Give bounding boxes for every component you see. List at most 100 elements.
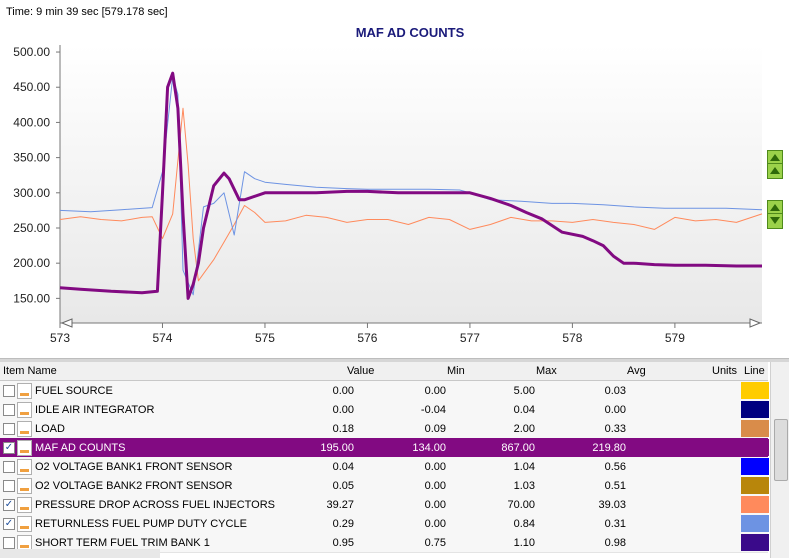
table-row[interactable]: O2 VOLTAGE BANK1 FRONT SENSOR 0.04 0.00 1.0…	[0, 457, 769, 477]
y-tick-label: 500.00	[13, 45, 50, 59]
row-checkbox[interactable]	[3, 404, 15, 416]
line-color-swatch[interactable]	[741, 515, 769, 532]
item-value: 39.27	[326, 499, 354, 511]
item-max: 1.04	[513, 461, 535, 473]
bottom-toolbar	[0, 549, 160, 558]
splitter[interactable]	[0, 358, 789, 363]
item-avg: 0.51	[604, 480, 626, 492]
line-color-swatch[interactable]	[741, 420, 769, 437]
line-color-swatch[interactable]	[741, 496, 769, 513]
row-checkbox[interactable]: ✓	[3, 518, 15, 530]
document-icon	[17, 459, 32, 475]
item-name: IDLE AIR INTEGRATOR	[35, 404, 155, 416]
document-icon	[17, 421, 32, 437]
item-min: 0.00	[424, 461, 446, 473]
scrollbar-thumb[interactable]	[774, 419, 788, 481]
document-icon	[17, 535, 32, 551]
x-tick-label: 573	[50, 331, 70, 345]
row-checkbox[interactable]: ✓	[3, 499, 15, 511]
item-avg: 0.33	[604, 423, 626, 435]
item-value: 0.18	[332, 423, 354, 435]
x-tick-label: 574	[152, 331, 172, 345]
document-icon	[17, 478, 32, 494]
header-item-name[interactable]: Item Name	[3, 365, 57, 377]
item-value: 0.04	[332, 461, 354, 473]
pan-up-icon[interactable]	[767, 163, 783, 179]
scroll-right-icon[interactable]	[749, 318, 762, 328]
document-icon	[17, 440, 32, 456]
table-row[interactable]: IDLE AIR INTEGRATOR 0.00 -0.04 0.04 0.00	[0, 400, 769, 420]
time-readout: Time: 9 min 39 sec [579.178 sec]	[6, 6, 168, 18]
x-tick-label: 575	[255, 331, 275, 345]
line-color-swatch[interactable]	[741, 439, 769, 456]
table-row[interactable]: FUEL SOURCE 0.00 0.00 5.00 0.03	[0, 381, 769, 401]
row-checkbox[interactable]	[3, 480, 15, 492]
header-avg[interactable]: Avg	[627, 365, 646, 377]
item-value: 0.95	[332, 537, 354, 549]
item-avg: 0.00	[604, 404, 626, 416]
line-color-swatch[interactable]	[741, 534, 769, 551]
item-min: 0.00	[424, 499, 446, 511]
y-tick-label: 250.00	[13, 221, 50, 235]
item-min: 0.00	[424, 480, 446, 492]
header-value[interactable]: Value	[347, 365, 375, 377]
row-checkbox[interactable]	[3, 461, 15, 473]
item-min: 0.75	[424, 537, 446, 549]
item-max: 0.84	[513, 518, 535, 530]
line-color-swatch[interactable]	[741, 382, 769, 399]
table-row[interactable]: ✓ MAF AD COUNTS 195.00 134.00 867.00 219.80	[0, 438, 769, 458]
x-tick-label: 577	[460, 331, 480, 345]
item-max: 1.10	[513, 537, 535, 549]
item-max: 70.00	[507, 499, 535, 511]
row-checkbox[interactable]	[3, 423, 15, 435]
y-tick-label: 300.00	[13, 186, 50, 200]
document-icon	[17, 402, 32, 418]
header-max[interactable]: Max	[536, 365, 557, 377]
vertical-scrollbar[interactable]	[770, 362, 789, 558]
plot-area	[60, 45, 762, 323]
header-line[interactable]: Line	[744, 365, 765, 377]
item-avg: 0.56	[604, 461, 626, 473]
pan-down-icon[interactable]	[767, 213, 783, 229]
item-min: -0.04	[420, 404, 446, 416]
data-grid: Item Name Value Min Max Avg Units Line F…	[0, 362, 789, 558]
line-color-swatch[interactable]	[741, 458, 769, 475]
y-tick-label: 400.00	[13, 115, 50, 129]
header-min[interactable]: Min	[447, 365, 465, 377]
item-avg: 0.98	[604, 537, 626, 549]
chart[interactable]: MAF AD COUNTS 500.00 450.00 400.00 350.00 30…	[0, 0, 789, 358]
scroll-left-icon[interactable]	[60, 318, 73, 328]
table-row[interactable]: ✓ RETURNLESS FUEL PUMP DUTY CYCLE 0.29 0.00…	[0, 514, 769, 534]
x-tick-label: 579	[665, 331, 685, 345]
item-value: 195.00	[320, 442, 354, 454]
y-tick-label: 200.00	[13, 256, 50, 270]
series-line-2	[59, 107, 763, 282]
series-line-maf-ad-counts	[59, 71, 762, 300]
table-row[interactable]: O2 VOLTAGE BANK2 FRONT SENSOR 0.05 0.00 1.0…	[0, 476, 769, 496]
line-color-swatch[interactable]	[741, 477, 769, 494]
item-min: 0.00	[424, 518, 446, 530]
item-min: 134.00	[412, 442, 446, 454]
table-row[interactable]: SHORT TERM FUEL TRIM BANK 1 0.95 0.75 1.10 0…	[0, 533, 769, 553]
item-min: 0.00	[424, 385, 446, 397]
item-value: 0.05	[332, 480, 354, 492]
row-checkbox[interactable]	[3, 537, 15, 549]
item-max: 1.03	[513, 480, 535, 492]
item-name: O2 VOLTAGE BANK2 FRONT SENSOR	[35, 480, 233, 492]
table-row[interactable]: ✓ PRESSURE DROP ACROSS FUEL INJECTORS 39.2…	[0, 495, 769, 515]
document-icon	[17, 497, 32, 513]
line-color-swatch[interactable]	[741, 401, 769, 418]
item-name: FUEL SOURCE	[35, 385, 113, 397]
header-units[interactable]: Units	[712, 365, 738, 377]
item-name: LOAD	[35, 423, 65, 435]
y-tick-label: 350.00	[13, 151, 50, 165]
item-avg: 219.80	[592, 442, 626, 454]
row-checkbox[interactable]: ✓	[3, 442, 15, 454]
chart-panel: Time: 9 min 39 sec [579.178 sec] MAF AD …	[0, 0, 789, 358]
row-checkbox[interactable]	[3, 385, 15, 397]
table-row[interactable]: LOAD 0.18 0.09 2.00 0.33	[0, 419, 769, 439]
item-max: 0.04	[513, 404, 535, 416]
x-tick-label: 576	[357, 331, 377, 345]
item-value: 0.00	[332, 404, 354, 416]
item-avg: 39.03	[598, 499, 626, 511]
